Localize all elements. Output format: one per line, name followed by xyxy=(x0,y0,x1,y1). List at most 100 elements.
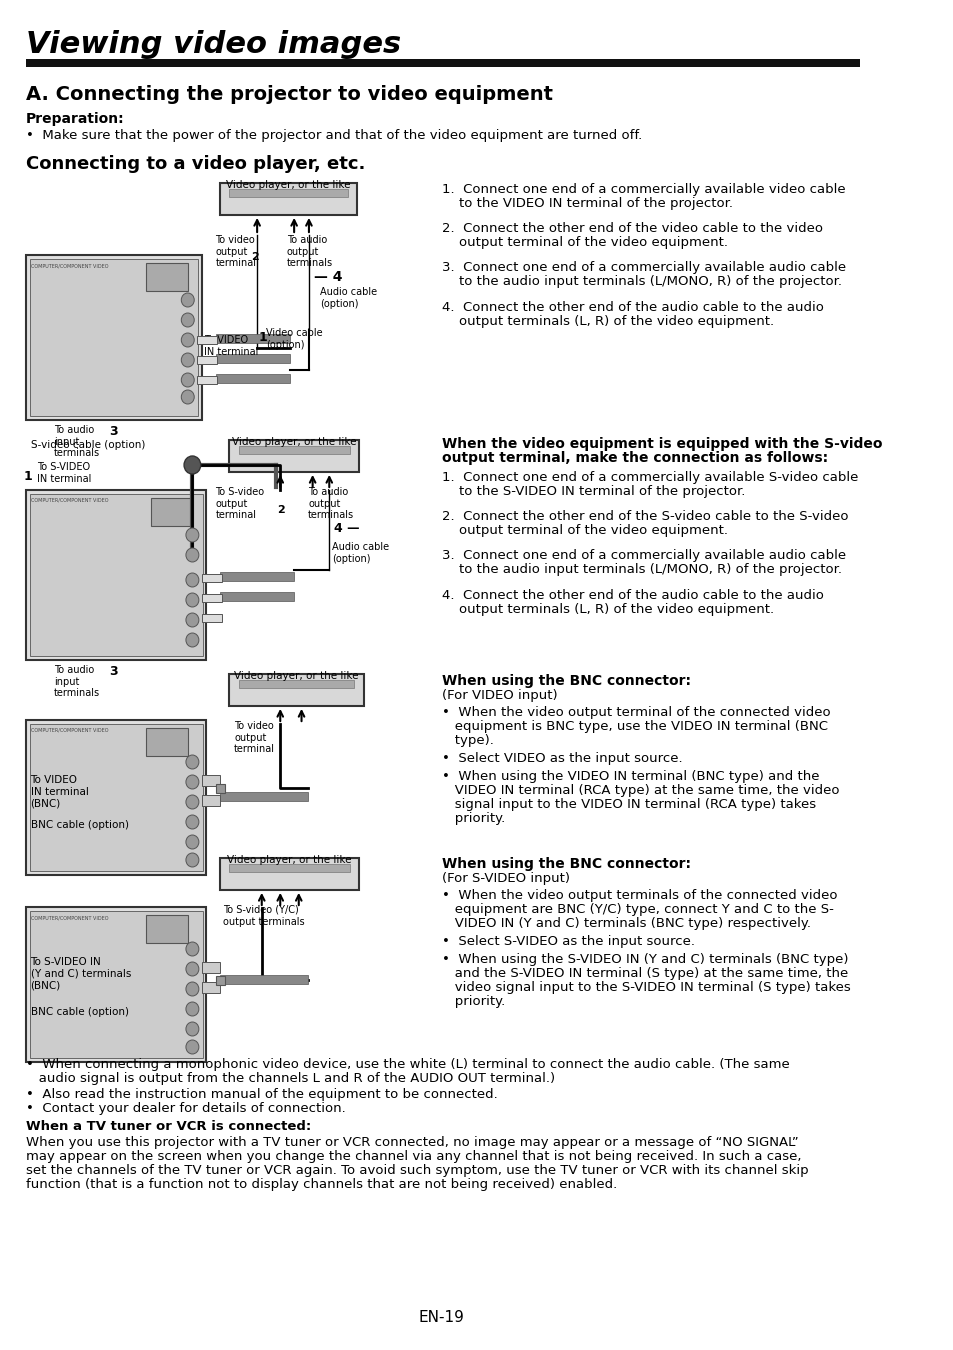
Text: To S-VIDEO IN
(Y and C) terminals
(BNC): To S-VIDEO IN (Y and C) terminals (BNC) xyxy=(30,957,131,990)
Bar xyxy=(220,572,294,580)
Text: COMPUTER/COMPONENT VIDEO: COMPUTER/COMPONENT VIDEO xyxy=(30,263,108,269)
Text: Video player, or the like: Video player, or the like xyxy=(227,855,352,865)
Text: set the channels of the TV tuner or VCR again. To avoid such symptom, use the TV: set the channels of the TV tuner or VCR … xyxy=(26,1164,808,1177)
Text: •  When connecting a monophonic video device, use the white (L) terminal to conn: • When connecting a monophonic video dev… xyxy=(26,1058,789,1071)
Text: COMPUTER/COMPONENT VIDEO: COMPUTER/COMPONENT VIDEO xyxy=(30,498,108,504)
Bar xyxy=(30,259,197,416)
Text: To video
output
terminal: To video output terminal xyxy=(233,721,274,755)
Text: priority.: priority. xyxy=(441,995,505,1008)
Circle shape xyxy=(186,815,198,829)
Text: •  Select VIDEO as the input source.: • Select VIDEO as the input source. xyxy=(441,752,682,765)
Text: 4.  Connect the other end of the audio cable to the audio: 4. Connect the other end of the audio ca… xyxy=(441,589,823,602)
Text: •  When the video output terminal of the connected video: • When the video output terminal of the … xyxy=(441,706,830,720)
Text: Video cable
(option): Video cable (option) xyxy=(266,328,323,350)
Bar xyxy=(30,911,202,1058)
Text: 3.  Connect one end of a commercially available audio cable: 3. Connect one end of a commercially ava… xyxy=(441,549,845,563)
Text: and the S-VIDEO IN terminal (S type) at the same time, the: and the S-VIDEO IN terminal (S type) at … xyxy=(441,968,847,980)
Circle shape xyxy=(186,836,198,849)
Text: 4 —: 4 — xyxy=(334,522,359,535)
Circle shape xyxy=(186,795,198,809)
Bar xyxy=(215,354,289,363)
Text: 1.  Connect one end of a commercially available S-video cable: 1. Connect one end of a commercially ava… xyxy=(441,471,858,485)
Bar xyxy=(26,255,201,420)
Text: 2: 2 xyxy=(277,505,285,514)
Bar xyxy=(201,775,220,786)
Text: •  Also read the instruction manual of the equipment to be connected.: • Also read the instruction manual of th… xyxy=(26,1088,497,1102)
Circle shape xyxy=(186,1040,198,1054)
Bar xyxy=(30,494,202,656)
Bar xyxy=(26,720,206,875)
Text: may appear on the screen when you change the channel via any channel that is not: may appear on the screen when you change… xyxy=(26,1150,801,1162)
Text: To video
output
terminal: To video output terminal xyxy=(215,235,256,269)
Circle shape xyxy=(186,528,198,541)
Text: •  When the video output terminals of the connected video: • When the video output terminals of the… xyxy=(441,890,837,902)
Circle shape xyxy=(186,1002,198,1017)
Text: (For S-VIDEO input): (For S-VIDEO input) xyxy=(441,872,570,886)
Text: To S-VIDEO
IN terminal: To S-VIDEO IN terminal xyxy=(37,462,91,483)
Text: When the video equipment is equipped with the S-video: When the video equipment is equipped wit… xyxy=(441,437,882,451)
Circle shape xyxy=(186,548,198,562)
Circle shape xyxy=(186,942,198,956)
Text: (For VIDEO input): (For VIDEO input) xyxy=(441,688,558,702)
Circle shape xyxy=(186,1022,198,1035)
Bar xyxy=(201,594,222,602)
Bar xyxy=(220,593,294,601)
Bar xyxy=(229,189,348,197)
Text: 2.  Connect the other end of the video cable to the video: 2. Connect the other end of the video ca… xyxy=(441,223,822,235)
Bar xyxy=(215,976,225,986)
Text: Audio cable
(option): Audio cable (option) xyxy=(319,288,376,309)
Circle shape xyxy=(181,293,194,306)
Text: Video player, or the like: Video player, or the like xyxy=(233,671,358,680)
Bar xyxy=(215,374,289,383)
Text: to the audio input terminals (L/MONO, R) of the projector.: to the audio input terminals (L/MONO, R)… xyxy=(441,275,841,289)
Text: 1.  Connect one end of a commercially available video cable: 1. Connect one end of a commercially ava… xyxy=(441,184,845,196)
Text: equipment are BNC (Y/C) type, connect Y and C to the S-: equipment are BNC (Y/C) type, connect Y … xyxy=(441,903,833,917)
Text: 2: 2 xyxy=(251,252,258,262)
Text: audio signal is output from the channels L and R of the AUDIO OUT terminal.): audio signal is output from the channels… xyxy=(26,1072,555,1085)
Text: signal input to the VIDEO IN terminal (RCA type) takes: signal input to the VIDEO IN terminal (R… xyxy=(441,798,816,811)
Bar xyxy=(238,680,354,688)
Bar xyxy=(220,975,308,984)
Text: Connecting to a video player, etc.: Connecting to a video player, etc. xyxy=(26,155,365,173)
Text: equipment is BNC type, use the VIDEO IN terminal (BNC: equipment is BNC type, use the VIDEO IN … xyxy=(441,720,827,733)
Circle shape xyxy=(186,775,198,788)
Text: EN-19: EN-19 xyxy=(417,1310,464,1324)
Text: output terminals (L, R) of the video equipment.: output terminals (L, R) of the video equ… xyxy=(441,315,774,328)
Text: To VIDEO
IN terminal
(BNC): To VIDEO IN terminal (BNC) xyxy=(30,775,89,809)
Text: 3: 3 xyxy=(109,425,117,437)
Text: function (that is a function not to display channels that are not being received: function (that is a function not to disp… xyxy=(26,1179,617,1191)
Circle shape xyxy=(186,572,198,587)
Text: — 4: — 4 xyxy=(314,270,342,284)
Text: To VIDEO
IN terminal: To VIDEO IN terminal xyxy=(204,335,258,356)
Bar xyxy=(201,614,222,622)
Text: type).: type). xyxy=(441,734,494,747)
Bar xyxy=(146,728,188,756)
Bar xyxy=(26,490,206,660)
Text: 1: 1 xyxy=(258,331,268,344)
Text: •  Make sure that the power of the projector and that of the video equipment are: • Make sure that the power of the projec… xyxy=(26,130,641,142)
Text: COMPUTER/COMPONENT VIDEO: COMPUTER/COMPONENT VIDEO xyxy=(30,915,108,919)
Bar xyxy=(215,784,225,792)
Bar xyxy=(229,864,349,872)
Text: A. Connecting the projector to video equipment: A. Connecting the projector to video equ… xyxy=(26,85,553,104)
Text: to the S-VIDEO IN terminal of the projector.: to the S-VIDEO IN terminal of the projec… xyxy=(441,485,744,498)
Bar xyxy=(201,981,220,994)
Text: •  Contact your dealer for details of connection.: • Contact your dealer for details of con… xyxy=(26,1102,345,1115)
Text: •  When using the S-VIDEO IN (Y and C) terminals (BNC type): • When using the S-VIDEO IN (Y and C) te… xyxy=(441,953,848,967)
Text: priority.: priority. xyxy=(441,813,505,825)
Bar xyxy=(238,446,349,454)
Text: 3.  Connect one end of a commercially available audio cable: 3. Connect one end of a commercially ava… xyxy=(441,262,845,274)
Bar xyxy=(26,59,860,68)
Text: 2.  Connect the other end of the S-video cable to the S-video: 2. Connect the other end of the S-video … xyxy=(441,510,848,524)
Bar xyxy=(229,440,358,472)
Text: Viewing video images: Viewing video images xyxy=(26,30,400,59)
Text: output terminals (L, R) of the video equipment.: output terminals (L, R) of the video equ… xyxy=(441,602,774,616)
Bar xyxy=(151,498,193,526)
Circle shape xyxy=(186,981,198,996)
Text: 1: 1 xyxy=(24,470,32,483)
Text: output terminal of the video equipment.: output terminal of the video equipment. xyxy=(441,236,727,250)
Bar xyxy=(146,915,188,944)
Circle shape xyxy=(186,755,198,770)
Circle shape xyxy=(186,633,198,647)
Text: 3: 3 xyxy=(109,666,117,678)
